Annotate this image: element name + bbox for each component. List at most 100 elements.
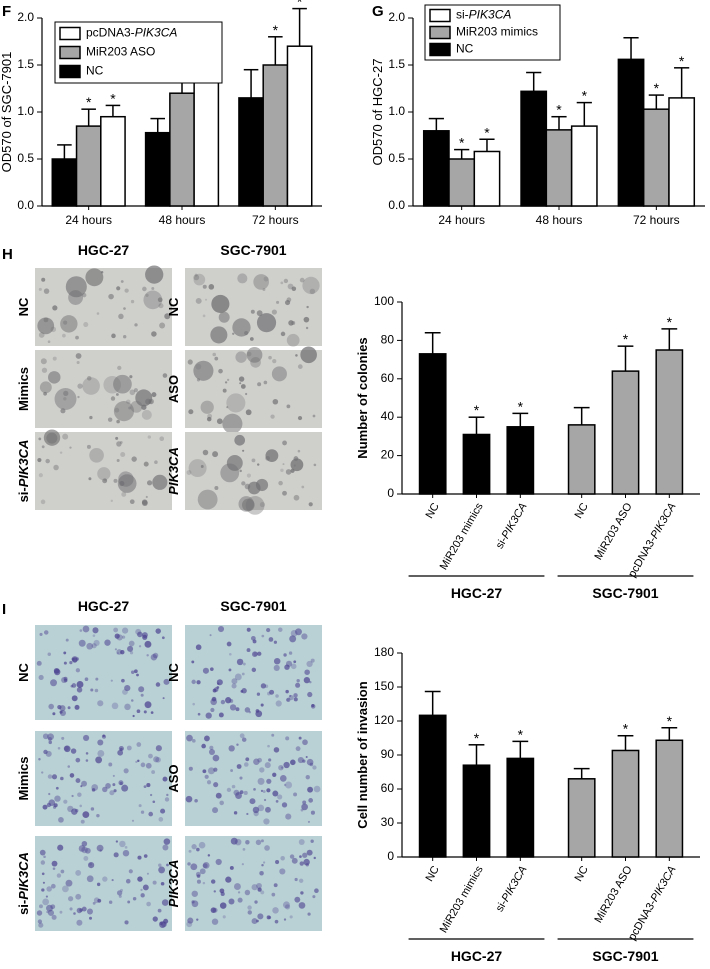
cell-texture: [129, 499, 135, 505]
cell-texture: [121, 491, 127, 497]
cell-texture: [239, 733, 245, 739]
cell-texture: [293, 792, 298, 797]
cell-texture: [117, 365, 122, 371]
cell-texture: [76, 360, 80, 365]
cell-texture: [257, 463, 260, 466]
bar: [473, 150, 501, 207]
cell-texture: [202, 863, 208, 869]
cell-texture: [145, 398, 152, 405]
cell-texture: [210, 698, 218, 706]
cell-texture: [82, 292, 87, 298]
cell-texture: [187, 917, 194, 924]
cell-texture: [271, 309, 277, 315]
cell-texture: [63, 661, 67, 665]
cell-texture: [188, 409, 194, 415]
cell-texture: [285, 469, 292, 475]
column-header: SGC-7901: [220, 598, 286, 614]
x-tick-label: 24 hours: [438, 213, 485, 227]
cell-texture: [43, 391, 47, 396]
cell-texture: [268, 637, 274, 642]
cell-texture: [152, 474, 168, 490]
cell-texture: [195, 297, 202, 304]
cell-texture: [42, 733, 49, 740]
cell-texture: [294, 896, 301, 903]
cell-texture: [111, 702, 119, 710]
cell-texture: [209, 634, 212, 637]
cell-texture: [238, 496, 255, 512]
cell-texture: [199, 868, 206, 875]
cell-texture: [159, 921, 163, 925]
cell-texture: [62, 433, 69, 440]
cell-texture: [202, 881, 206, 885]
cell-texture: [43, 855, 46, 858]
cell-texture: [148, 753, 153, 759]
cell-texture: [268, 758, 272, 762]
cell-texture: [43, 749, 48, 755]
cell-texture: [128, 869, 133, 874]
row-label: Mimics: [16, 367, 31, 411]
cell-texture: [295, 628, 302, 636]
cell-texture: [255, 709, 260, 713]
y-tick-label: 2.0: [17, 10, 34, 24]
cell-texture: [305, 774, 310, 780]
cell-texture: [249, 337, 254, 341]
cell-texture: [91, 788, 96, 792]
cell-texture: [293, 697, 298, 702]
cell-texture: [215, 858, 222, 866]
bar: [169, 92, 195, 207]
cell-texture: [239, 776, 243, 780]
cell-texture: [96, 312, 100, 315]
cell-texture: [303, 858, 310, 866]
cell-texture: [51, 914, 57, 920]
cell-texture: [291, 321, 296, 325]
cell-texture: [187, 359, 193, 365]
cell-texture: [110, 396, 116, 401]
cell-texture: [264, 845, 270, 851]
cell-texture: [194, 798, 198, 803]
cell-texture: [290, 759, 296, 766]
cell-texture: [289, 854, 295, 859]
cell-texture: [124, 288, 129, 293]
bar: [506, 426, 535, 495]
cell-texture: [196, 874, 201, 878]
cell-texture: [138, 686, 145, 693]
bar: [520, 90, 548, 207]
cell-texture: [37, 457, 42, 463]
cell-texture: [143, 854, 148, 858]
x-tick-label: si-PIK3CA: [494, 864, 530, 914]
cell-texture: [79, 908, 83, 912]
x-tick-label: NC: [423, 501, 441, 521]
cell-texture: [301, 803, 308, 811]
cell-texture: [60, 776, 64, 781]
cell-texture: [85, 752, 89, 755]
significance-mark: *: [110, 90, 116, 106]
cell-texture: [256, 882, 262, 889]
cell-texture: [262, 288, 266, 292]
cell-texture: [235, 351, 247, 363]
cell-texture: [155, 757, 161, 763]
cell-texture: [282, 490, 287, 496]
cell-texture: [256, 919, 259, 923]
cell-texture: [243, 790, 248, 796]
cell-texture: [51, 860, 58, 867]
cell-texture: [188, 459, 207, 478]
cell-texture: [312, 765, 317, 770]
cell-texture: [92, 901, 96, 905]
cell-texture: [67, 805, 74, 813]
cell-texture: [285, 660, 293, 667]
cell-texture: [102, 786, 108, 793]
cell-texture: [131, 819, 135, 822]
x-tick-label: 72 hours: [633, 213, 680, 227]
bar: [75, 125, 102, 207]
cell-texture: [269, 689, 275, 695]
bar: [611, 370, 640, 495]
cell-texture: [225, 876, 232, 883]
panel-letter: G: [372, 3, 384, 20]
cell-texture: [92, 627, 99, 634]
cell-texture: [191, 660, 195, 664]
bar: [262, 64, 289, 207]
cell-texture: [129, 651, 134, 655]
cell-texture: [207, 767, 215, 775]
cell-texture: [120, 650, 125, 655]
cell-texture: [282, 440, 287, 446]
